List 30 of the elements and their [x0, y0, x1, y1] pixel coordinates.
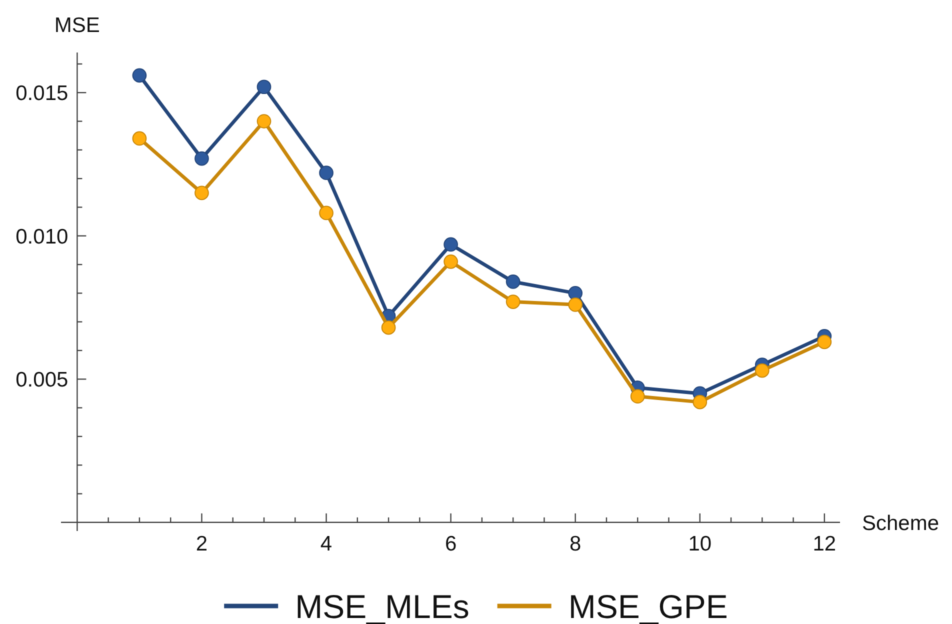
- point: [568, 286, 583, 300]
- point: [506, 274, 520, 289]
- point: [568, 297, 583, 312]
- point: [754, 363, 770, 378]
- y-axis-title: MSE: [54, 14, 100, 37]
- point: [381, 320, 396, 335]
- point: [256, 80, 272, 94]
- point: [444, 237, 458, 252]
- point: [132, 68, 147, 83]
- point: [692, 394, 708, 410]
- y-tick-label: 0.015: [16, 82, 68, 106]
- x-tick-label: 6: [444, 532, 457, 556]
- point: [817, 334, 832, 350]
- point: [444, 254, 458, 269]
- y-tick-label: 0.005: [16, 368, 68, 392]
- point: [319, 166, 334, 180]
- point: [132, 131, 147, 146]
- y-tick-label: 0.010: [16, 225, 68, 248]
- x-tick-label: 4: [320, 532, 332, 556]
- x-axis-title: Scheme: [862, 512, 940, 535]
- point: [319, 206, 334, 220]
- point: [256, 114, 272, 128]
- point: [194, 186, 209, 200]
- point: [506, 294, 520, 309]
- x-tick-label: 2: [196, 532, 208, 556]
- point: [194, 151, 209, 166]
- x-tick-label: 8: [570, 532, 582, 556]
- x-tick-label: 10: [688, 532, 712, 556]
- x-tick-label: 12: [812, 532, 836, 556]
- point: [630, 389, 645, 404]
